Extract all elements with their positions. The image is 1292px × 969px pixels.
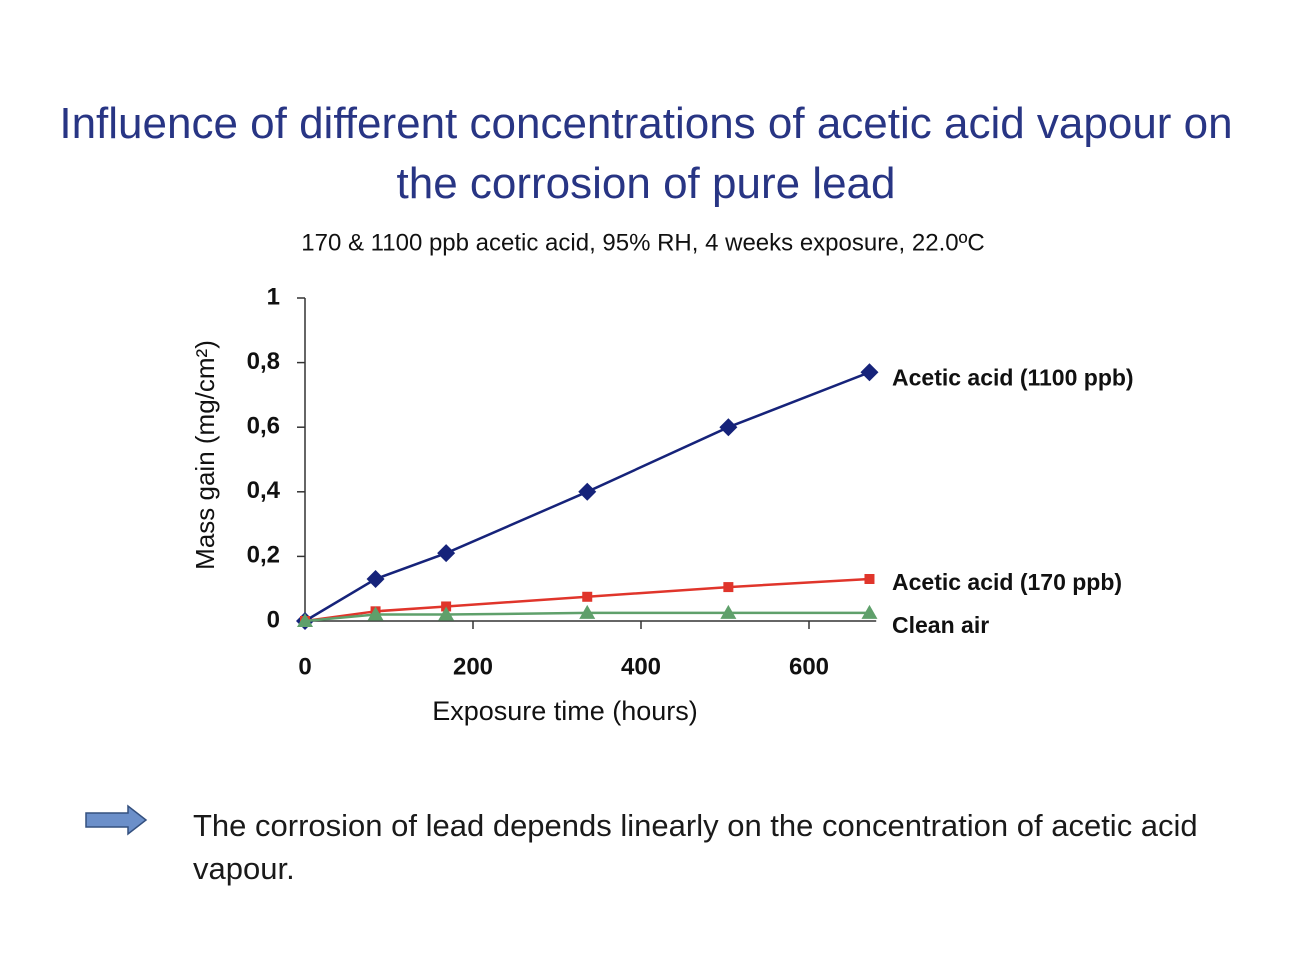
data-point <box>297 613 313 627</box>
data-point <box>723 582 734 593</box>
x-tick-label: 400 <box>621 653 661 680</box>
y-tick-label: 0,6 <box>247 413 280 440</box>
y-tick-label: 0,4 <box>247 477 281 504</box>
data-point <box>861 604 878 619</box>
chart-subtitle: 170 & 1100 ppb acetic acid, 95% RH, 4 we… <box>301 229 984 256</box>
legend-entry: Clean air <box>892 612 989 638</box>
data-point <box>582 591 593 602</box>
y-tick-label: 0 <box>267 606 280 633</box>
data-point <box>441 601 452 612</box>
x-axis-title: Exposure time (hours) <box>432 696 698 726</box>
data-point <box>860 363 879 382</box>
data-point <box>366 570 385 589</box>
data-point <box>578 482 597 501</box>
x-tick-label: 0 <box>298 653 311 680</box>
y-axis-title: Mass gain (mg/cm²) <box>190 340 220 570</box>
data-point <box>437 544 456 563</box>
series-line <box>304 577 870 623</box>
series-line <box>304 371 870 623</box>
y-tick-label: 0,2 <box>247 542 280 569</box>
legend-entry: Acetic acid (170 ppb) <box>892 569 1122 595</box>
chart-title: Influence of different concentrations of… <box>59 99 1233 208</box>
data-point <box>720 604 737 619</box>
x-tick-label: 200 <box>453 653 493 680</box>
data-point <box>579 604 596 619</box>
data-point <box>438 606 455 621</box>
legend-entry: Acetic acid (1100 ppb) <box>892 364 1134 390</box>
arrow-icon <box>85 804 148 836</box>
data-point <box>367 606 384 621</box>
y-tick-label: 1 <box>267 283 280 310</box>
note-text: The corrosion of lead depends linearly o… <box>193 808 1198 886</box>
data-point <box>719 418 738 437</box>
series-line <box>304 611 870 623</box>
x-tick-label: 600 <box>789 653 829 680</box>
y-tick-label: 0,8 <box>247 348 280 375</box>
data-point <box>864 574 875 585</box>
